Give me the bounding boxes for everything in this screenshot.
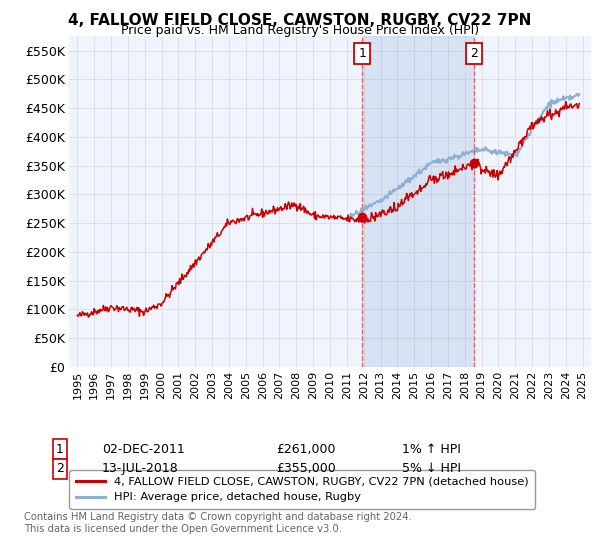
Text: 4, FALLOW FIELD CLOSE, CAWSTON, RUGBY, CV22 7PN: 4, FALLOW FIELD CLOSE, CAWSTON, RUGBY, C…	[68, 13, 532, 28]
Text: 1% ↑ HPI: 1% ↑ HPI	[402, 442, 461, 456]
Text: 5% ↓ HPI: 5% ↓ HPI	[402, 462, 461, 475]
Text: Contains HM Land Registry data © Crown copyright and database right 2024.
This d: Contains HM Land Registry data © Crown c…	[24, 512, 412, 534]
Legend: 4, FALLOW FIELD CLOSE, CAWSTON, RUGBY, CV22 7PN (detached house), HPI: Average p: 4, FALLOW FIELD CLOSE, CAWSTON, RUGBY, C…	[70, 470, 535, 510]
Text: £261,000: £261,000	[276, 442, 335, 456]
Text: 13-JUL-2018: 13-JUL-2018	[102, 462, 179, 475]
Bar	[362, 36, 474, 367]
Text: £355,000: £355,000	[276, 462, 336, 475]
Text: 2: 2	[470, 47, 478, 60]
Text: 2: 2	[56, 462, 64, 475]
Text: 1: 1	[56, 442, 64, 456]
Text: Price paid vs. HM Land Registry's House Price Index (HPI): Price paid vs. HM Land Registry's House …	[121, 24, 479, 37]
Text: 1: 1	[358, 47, 366, 60]
Text: 02-DEC-2011: 02-DEC-2011	[102, 442, 185, 456]
